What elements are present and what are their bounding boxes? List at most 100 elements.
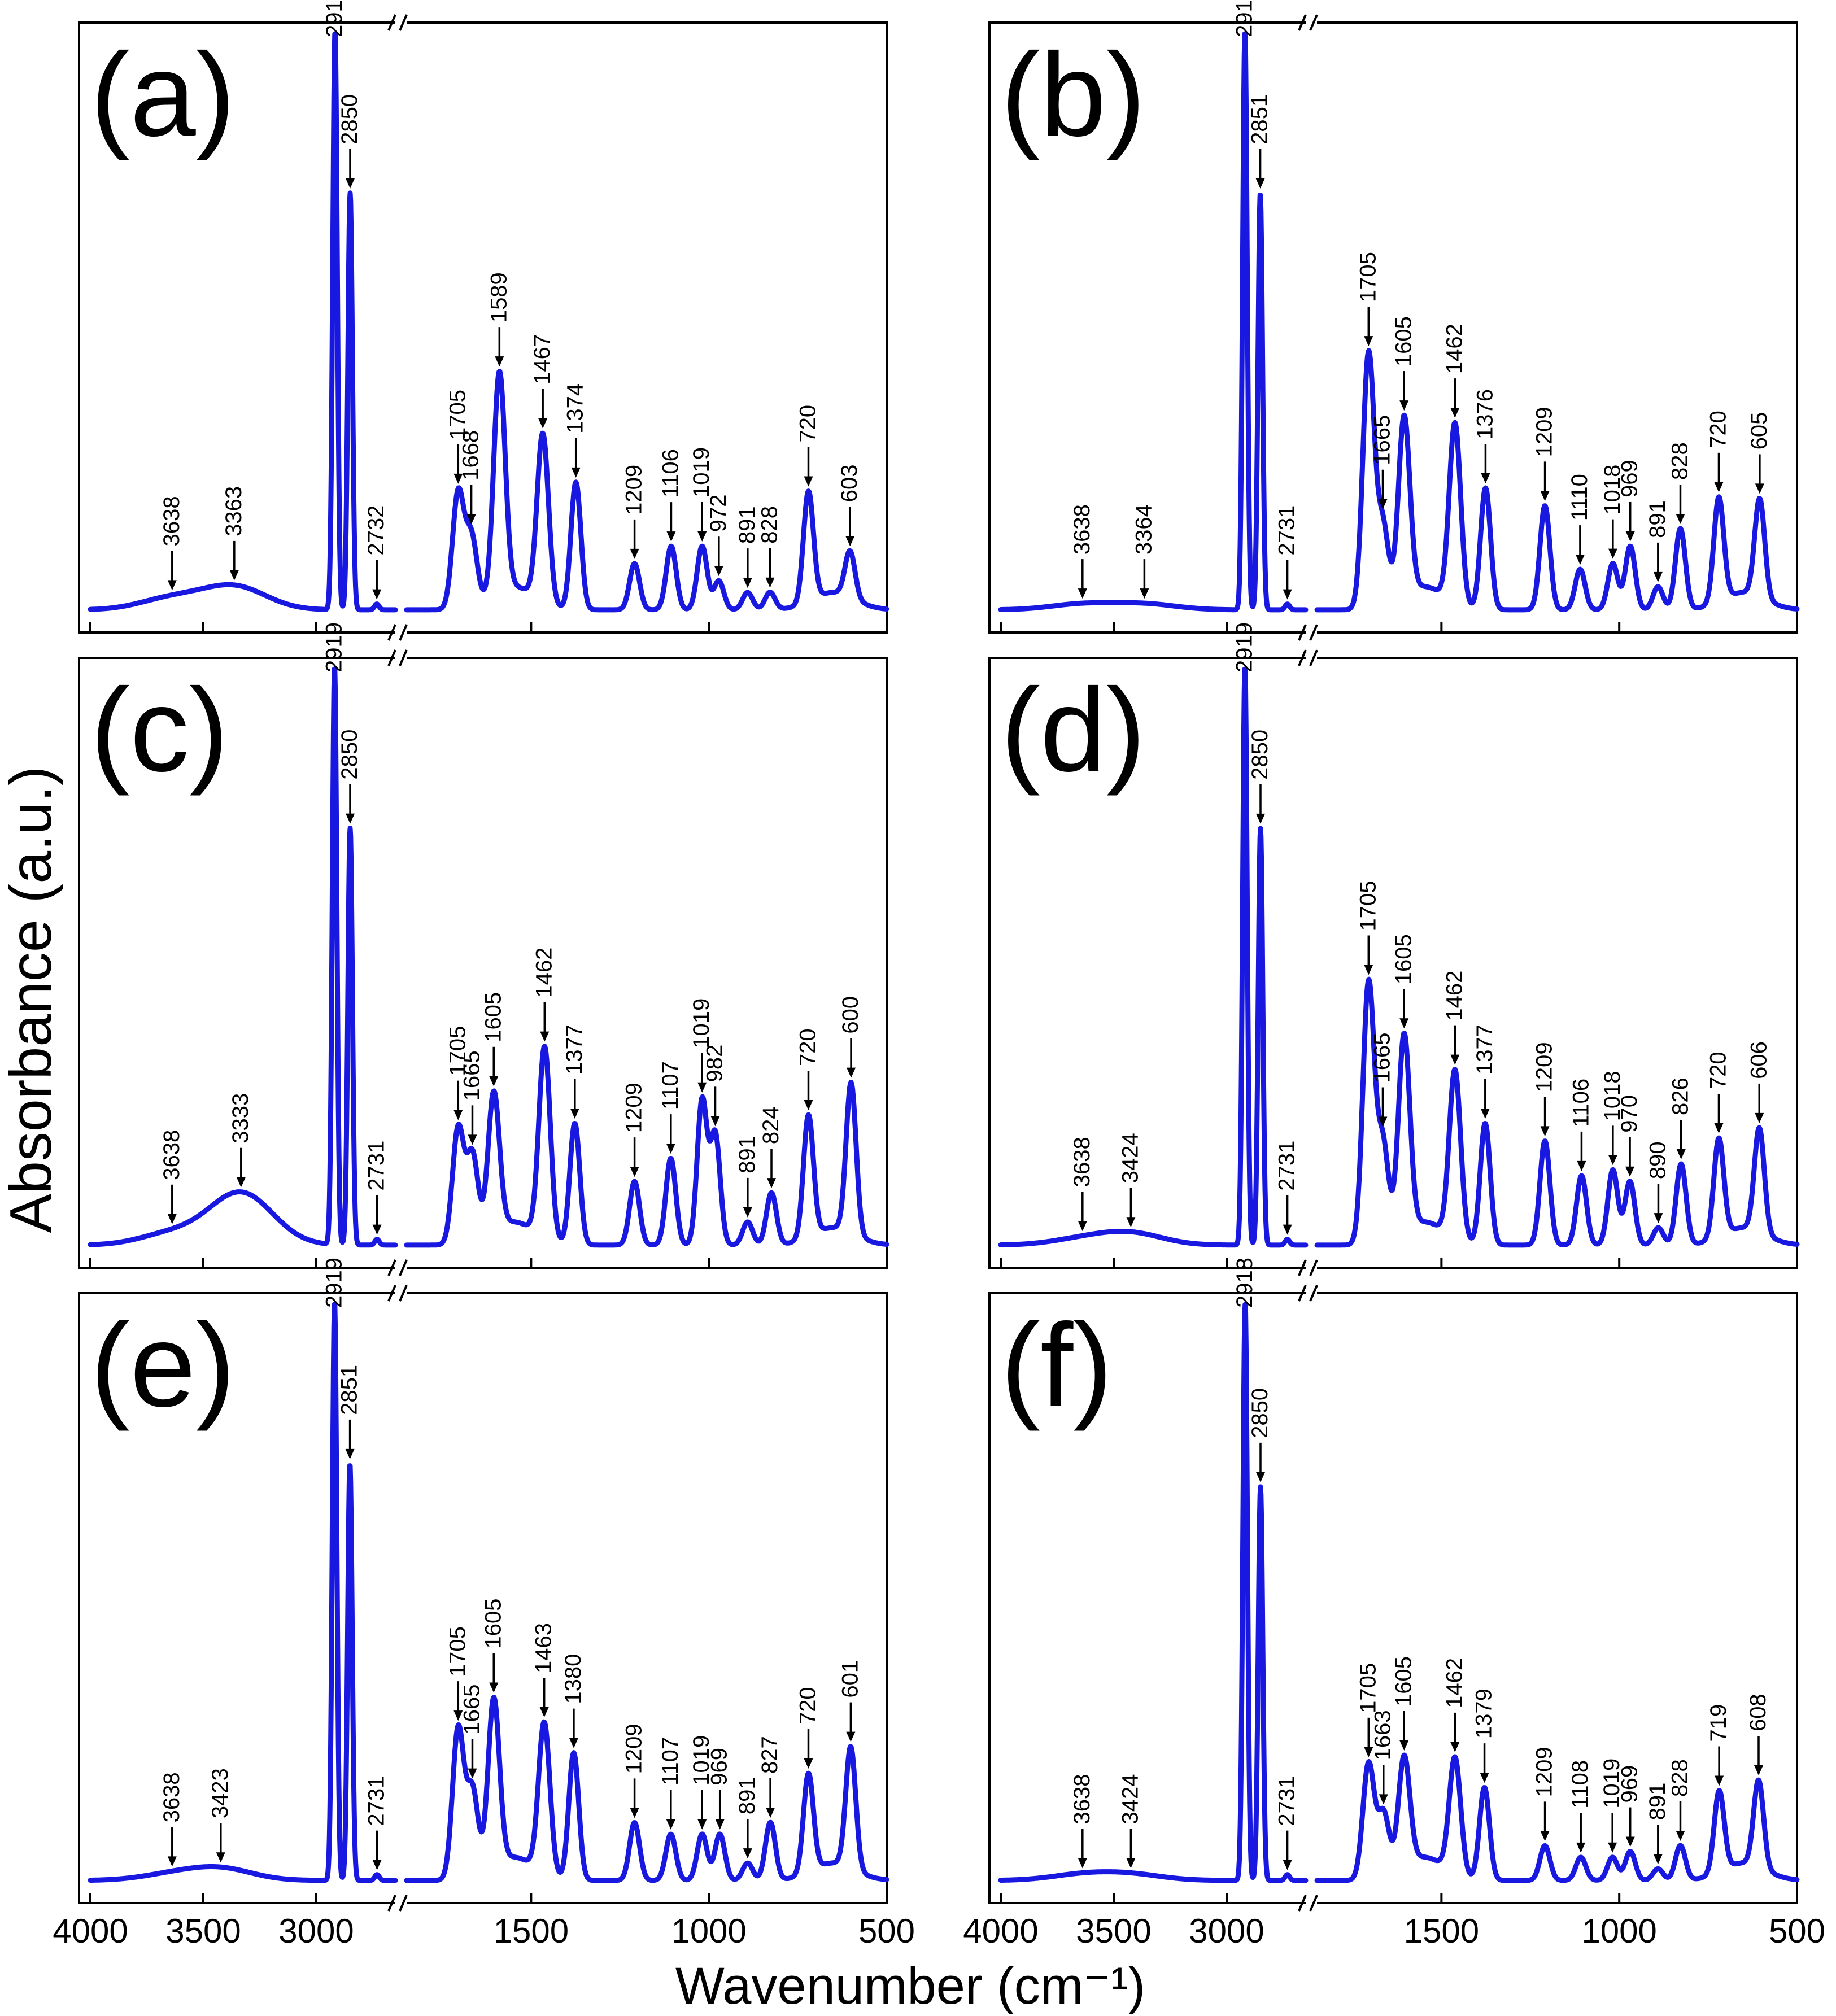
peak-annotation: 2731 [1275, 505, 1299, 600]
peak-arrowhead [1625, 531, 1635, 542]
peak-annotation: 1019 [689, 1735, 714, 1830]
axis-break-mark [1298, 1895, 1307, 1912]
peak-label: 972 [706, 494, 731, 532]
peak-annotation: 1018 [1600, 465, 1625, 559]
peak-arrowhead [1715, 1775, 1724, 1786]
peak-arrowhead [1126, 1858, 1136, 1869]
peak-annotation: 1462 [1442, 1658, 1467, 1752]
peak-label: 1209 [622, 1083, 647, 1133]
peak-annotation: 828 [757, 506, 782, 588]
peak-arrowhead [1364, 965, 1373, 975]
peak-label: 1605 [481, 1599, 505, 1649]
x-axis-label: Wavenumber (cm⁻¹) [675, 1957, 1145, 2015]
peak-annotation: 890 [1645, 1141, 1670, 1224]
peak-label: 3638 [1070, 1137, 1094, 1187]
axis-break-mark [1309, 649, 1318, 666]
peak-label: 2731 [364, 1776, 389, 1826]
plot-frame [78, 657, 888, 1269]
peak-annotation: 969 [1617, 1765, 1642, 1847]
peak-label: 824 [758, 1106, 783, 1144]
peak-arrowhead [666, 531, 676, 542]
peak-arrowhead [1450, 1054, 1460, 1065]
peak-arrowhead [1078, 1858, 1087, 1869]
axis-break-mark [387, 1259, 396, 1276]
peak-arrowhead [1654, 1213, 1663, 1224]
peak-annotation: 970 [1617, 1095, 1642, 1177]
peak-annotation: 1018 [1600, 1071, 1625, 1166]
peak-label: 891 [1645, 1783, 1670, 1821]
peak-arrowhead [167, 1214, 177, 1224]
peak-label: 3638 [159, 1772, 184, 1822]
peak-annotation: 1110 [1567, 474, 1592, 565]
peak-arrowhead [1378, 499, 1388, 509]
peak-annotation: 3423 [208, 1768, 233, 1863]
axis-break-mark [399, 1895, 408, 1912]
peak-label: 826 [1668, 1077, 1693, 1115]
peak-annotation: 720 [795, 1687, 820, 1769]
peak-arrowhead [1540, 491, 1550, 501]
peak-arrowhead [743, 578, 752, 588]
peak-label: 606 [1746, 1041, 1771, 1079]
peak-annotation: 1209 [622, 1083, 647, 1177]
peak-arrowhead [666, 1144, 675, 1154]
peak-annotation: 1668 [459, 430, 483, 525]
peak-annotation: 3333 [228, 1093, 253, 1188]
peak-label: 1605 [1391, 1656, 1416, 1707]
peak-annotation: 1209 [622, 465, 647, 559]
peak-annotation: 1665 [1370, 1033, 1394, 1127]
peak-label: 719 [1706, 1704, 1731, 1742]
peak-annotation: 969 [707, 1748, 732, 1830]
peak-label: 1665 [1370, 415, 1394, 465]
peak-label: 720 [795, 405, 820, 443]
peak-arrowhead [1653, 1854, 1663, 1865]
peak-annotation: 1705 [445, 1626, 470, 1721]
peak-arrowhead [372, 1224, 382, 1235]
peak-label: 3638 [159, 1130, 184, 1180]
peak-annotation: 1107 [658, 1737, 683, 1830]
peak-arrowhead [1283, 1224, 1292, 1235]
axis-break-mark [1309, 14, 1318, 31]
axis-break-mark [387, 1285, 396, 1302]
peak-label: 1107 [658, 1737, 683, 1786]
peak-annotation: 828 [1667, 442, 1692, 524]
peak-arrowhead [1676, 1149, 1686, 1159]
peak-arrowhead [1256, 813, 1265, 824]
peak-arrowhead [1126, 1217, 1136, 1228]
peak-label: 2919 [321, 622, 346, 673]
peak-label: 1462 [1442, 971, 1467, 1021]
peak-arrowhead [743, 1207, 752, 1218]
peak-annotation: 1380 [561, 1654, 586, 1748]
peak-arrowhead [372, 589, 382, 600]
peak-label: 1380 [561, 1654, 586, 1704]
peak-arrowhead [489, 1076, 499, 1086]
peak-label: 1019 [689, 447, 714, 498]
peak-arrowhead [1283, 589, 1292, 600]
peak-annotation: 600 [838, 996, 863, 1078]
plot-frame [988, 1292, 1798, 1904]
peak-label: 1665 [1370, 1033, 1394, 1083]
peak-arrowhead [538, 418, 548, 429]
peak-annotation: 1107 [658, 1061, 683, 1154]
peak-label: 891 [735, 1777, 760, 1814]
spectrum-line [1314, 1752, 1800, 1883]
peak-annotation: 720 [1706, 411, 1730, 492]
peak-annotation: 1663 [1371, 1710, 1395, 1805]
peak-label: 603 [837, 464, 862, 502]
peak-arrowhead [468, 1768, 477, 1779]
peak-label: 1462 [1442, 324, 1467, 374]
peak-label: 2731 [1275, 1776, 1299, 1826]
peak-annotation: 2919 [1232, 0, 1257, 37]
peak-label: 2731 [1275, 505, 1299, 556]
axis-break-mark [1309, 1895, 1318, 1912]
axis-break-mark [1309, 1285, 1318, 1302]
peak-annotation: 3638 [159, 496, 184, 591]
peak-label: 2850 [337, 94, 362, 145]
peak-label: 2917 [322, 0, 347, 37]
peak-arrowhead [372, 1860, 382, 1870]
peak-label: 1209 [1532, 1747, 1557, 1797]
peak-annotation: 2731 [1275, 1776, 1299, 1870]
peak-annotation: 1705 [1355, 1663, 1380, 1757]
x-tick-label: 4000 [53, 1912, 128, 1950]
peak-arrowhead [1540, 1831, 1550, 1842]
